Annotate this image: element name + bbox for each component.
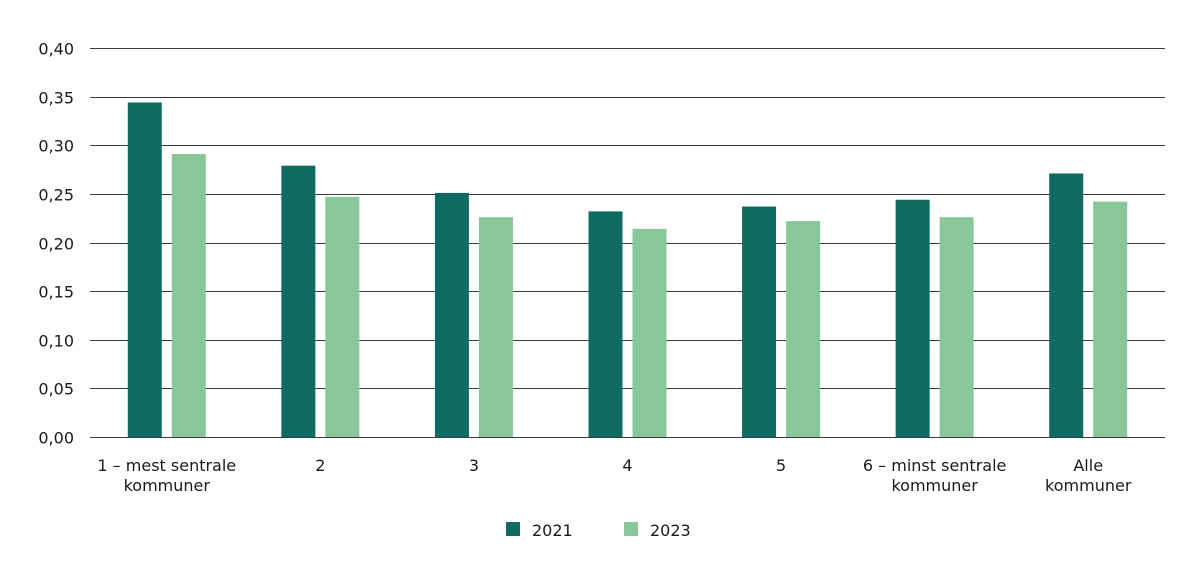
y-tick-label: 0,25 xyxy=(38,186,74,205)
category-label: 4 xyxy=(622,456,632,475)
bar-2021 xyxy=(1049,173,1084,437)
y-tick-label: 0,10 xyxy=(38,332,74,351)
category-label: 1 – mest sentrale kommuner xyxy=(97,456,236,495)
legend-label-2021: 2021 xyxy=(532,521,573,540)
y-tick-label: 0,20 xyxy=(38,235,74,254)
bar-2023 xyxy=(325,196,360,437)
gridlines xyxy=(90,48,1165,438)
bar-2021 xyxy=(434,192,469,437)
bar-2023 xyxy=(1093,201,1128,437)
legend-label-2023: 2023 xyxy=(650,521,691,540)
legend-swatch-2023 xyxy=(624,522,638,536)
legend-swatch-2021 xyxy=(506,522,520,536)
category-label: 3 xyxy=(469,456,479,475)
y-tick-label: 0,40 xyxy=(38,40,74,59)
legend: 2021 2023 xyxy=(506,521,691,540)
bar-2023 xyxy=(632,228,667,437)
bar-2021 xyxy=(127,102,162,438)
bar-2023 xyxy=(786,221,821,437)
y-tick-label: 0,30 xyxy=(38,137,74,156)
bar-2021 xyxy=(742,206,777,437)
y-tick-label: 0,15 xyxy=(38,283,74,302)
y-tick-label: 0,35 xyxy=(38,89,74,108)
y-axis-ticks: 0,00 0,05 0,10 0,15 0,20 0,25 0,30 0,35 0,40 xyxy=(38,40,74,448)
bar-2023 xyxy=(939,217,974,437)
bar-2021 xyxy=(281,165,316,438)
category-label: 2 xyxy=(315,456,325,475)
y-tick-label: 0,05 xyxy=(38,380,74,399)
bar-2021 xyxy=(895,199,930,437)
category-label: 6 – minst sentrale kommuner xyxy=(863,456,1006,495)
bar-2023 xyxy=(171,154,206,437)
bar-2023 xyxy=(478,217,513,437)
x-axis-labels: 1 – mest sentrale kommuner 2 3 4 5 6 – minst s… xyxy=(97,456,1131,495)
bar-2021 xyxy=(588,211,623,437)
category-label: Alle kommuner xyxy=(1045,456,1132,495)
y-tick-label: 0,00 xyxy=(38,429,74,448)
bars xyxy=(127,102,1128,438)
category-label: 5 xyxy=(776,456,786,475)
